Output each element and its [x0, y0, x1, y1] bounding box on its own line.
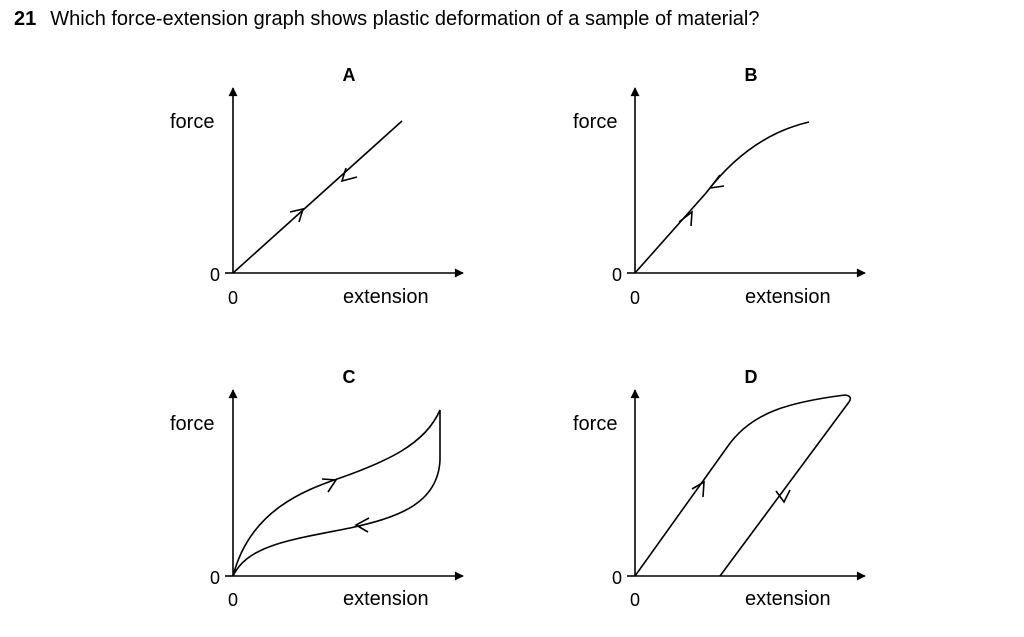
graph-a-load-unload-line: [232, 120, 403, 274]
graph-a-loading-arrow: [289, 207, 305, 223]
graph-b-extension-label: extension: [745, 286, 831, 308]
graph-d: D 0 0 force extension: [573, 367, 866, 610]
graph-c-letter: C: [343, 367, 356, 387]
graph-d-x-origin-label: 0: [630, 590, 640, 610]
graph-d-force-label: force: [573, 413, 617, 435]
graph-c-unloading-curve: [232, 410, 441, 577]
graph-c-loading-arrow: [321, 478, 338, 493]
graph-c-unloading-arrow: [354, 517, 370, 533]
graph-b: B 0 0 force extension: [573, 65, 866, 308]
graph-b-loading-arrow: [678, 210, 693, 227]
graph-d-y-origin-label: 0: [612, 568, 622, 588]
graph-d-loading-arrow: [691, 480, 705, 498]
graph-a-letter: A: [343, 65, 356, 85]
graph-b-x-origin-label: 0: [630, 288, 640, 308]
graph-b-unloading-arrow: [708, 174, 725, 190]
graph-a: A 0 0 force extension: [170, 65, 464, 308]
graph-a-force-label: force: [170, 111, 214, 133]
graph-b-y-origin-label: 0: [612, 265, 622, 285]
graph-c-force-label: force: [170, 413, 214, 435]
question-text: Which force-extension graph shows plasti…: [50, 8, 760, 30]
graph-c-extension-label: extension: [343, 588, 429, 610]
question-number: 21: [14, 8, 37, 30]
graph-c: C 0 0 force extension: [170, 367, 464, 610]
graph-d-extension-label: extension: [745, 588, 831, 610]
graph-c-y-origin-label: 0: [210, 568, 220, 588]
graph-a-x-origin-label: 0: [228, 288, 238, 308]
graph-b-load-unload-curve: [634, 121, 810, 274]
graph-c-x-origin-label: 0: [228, 590, 238, 610]
graph-b-letter: B: [745, 65, 758, 85]
graph-d-letter: D: [745, 367, 758, 387]
graph-a-extension-label: extension: [343, 286, 429, 308]
graph-a-unloading-arrow: [340, 167, 358, 183]
graph-c-loading-curve: [232, 409, 441, 577]
graph-a-y-origin-label: 0: [210, 265, 220, 285]
graph-d-load-unload-loop: [634, 394, 852, 577]
graph-b-force-label: force: [573, 111, 617, 133]
question-heading: 21 Which force-extension graph shows plas…: [14, 8, 759, 31]
graph-d-unloading-arrow: [775, 489, 791, 504]
